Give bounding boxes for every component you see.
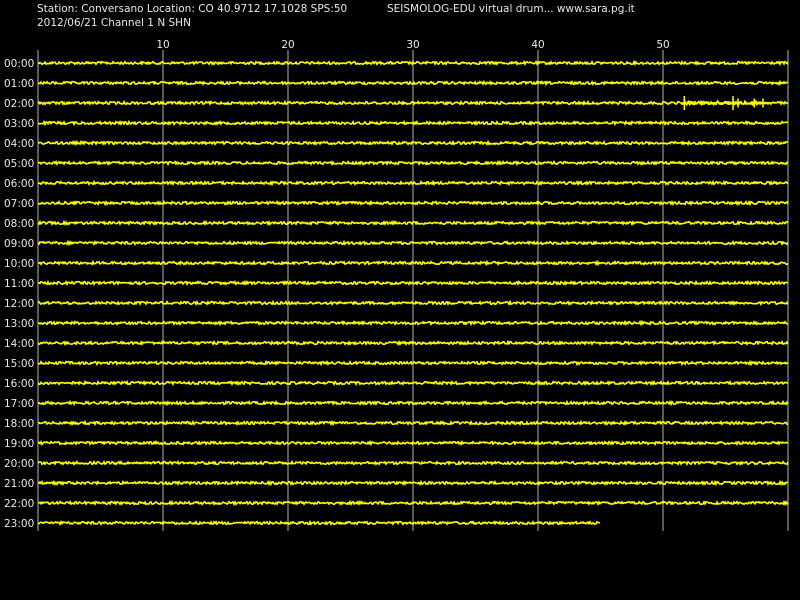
x-tick-label: 20 <box>281 39 294 51</box>
trace-0400 <box>37 139 789 147</box>
trace-0900 <box>37 239 789 247</box>
row-hour-label: 17:00 <box>4 398 34 410</box>
x-tick-label: 10 <box>156 39 169 51</box>
row-hour-label: 09:00 <box>4 238 34 250</box>
row-hour-label: 04:00 <box>4 138 34 150</box>
row-hour-label: 21:00 <box>4 478 34 490</box>
trace-1600 <box>37 379 789 387</box>
row-hour-label: 03:00 <box>4 118 34 130</box>
trace-1000 <box>37 259 789 267</box>
trace-1400 <box>37 339 789 347</box>
row-hour-label: 08:00 <box>4 218 34 230</box>
trace-1300 <box>38 319 789 327</box>
trace-0700 <box>37 199 789 207</box>
row-hour-label: 12:00 <box>4 298 34 310</box>
row-hour-label: 02:00 <box>4 98 34 110</box>
date-channel-info: 2012/06/21 Channel 1 N SHN <box>37 17 191 29</box>
trace-1100 <box>37 279 789 287</box>
trace-2300 <box>37 519 601 527</box>
trace-0600 <box>37 179 789 187</box>
trace-0200 <box>37 99 789 107</box>
trace-2200 <box>37 499 789 507</box>
trace-0300 <box>37 119 789 127</box>
row-hour-label: 13:00 <box>4 318 34 330</box>
x-tick-label: 30 <box>406 39 419 51</box>
row-hour-label: 11:00 <box>4 278 34 290</box>
trace-1900 <box>37 439 789 447</box>
station-info: Station: Conversano Location: CO 40.9712… <box>37 3 348 15</box>
x-tick-label: 40 <box>531 39 544 51</box>
row-hour-label: 22:00 <box>4 498 34 510</box>
row-hour-label: 01:00 <box>4 78 34 90</box>
row-hour-label: 19:00 <box>4 438 34 450</box>
x-tick-label: 50 <box>656 39 669 51</box>
trace-0100 <box>37 79 789 87</box>
row-hour-label: 18:00 <box>4 418 34 430</box>
row-hour-label: 05:00 <box>4 158 34 170</box>
source-info: SEISMOLOG-EDU virtual drum... www.sara.p… <box>387 3 635 15</box>
trace-2000 <box>37 459 789 467</box>
row-hour-label: 20:00 <box>4 458 34 470</box>
trace-0000 <box>37 59 789 67</box>
row-hour-label: 06:00 <box>4 178 34 190</box>
row-hour-label: 16:00 <box>4 378 34 390</box>
row-hour-label: 07:00 <box>4 198 34 210</box>
trace-1200 <box>37 299 789 307</box>
row-hour-label: 15:00 <box>4 358 34 370</box>
trace-0800 <box>37 219 789 227</box>
row-hour-label: 10:00 <box>4 258 34 270</box>
trace-1700 <box>37 399 789 407</box>
row-hour-label: 00:00 <box>4 58 34 70</box>
trace-1500 <box>37 359 789 367</box>
trace-0500 <box>37 159 789 167</box>
row-hour-label: 14:00 <box>4 338 34 350</box>
seismic-event <box>681 96 769 110</box>
trace-1800 <box>37 419 788 427</box>
trace-2100 <box>37 479 789 487</box>
row-hour-label: 23:00 <box>4 518 34 530</box>
